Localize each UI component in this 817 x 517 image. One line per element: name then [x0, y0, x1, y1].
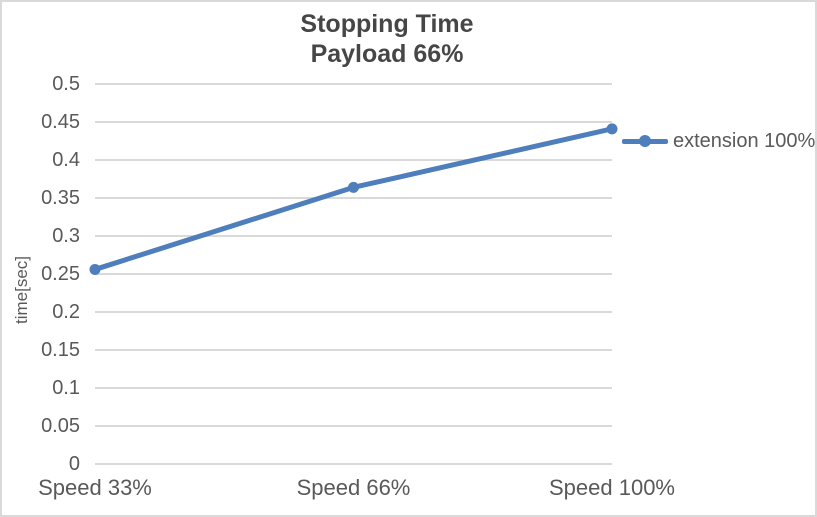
- legend: extension 100%: [622, 129, 815, 153]
- x-category-label: Speed 100%: [549, 475, 675, 500]
- y-tick-label: 0.45: [41, 111, 80, 133]
- x-category-label: Speed 33%: [38, 475, 152, 500]
- series-line: [92, 126, 615, 272]
- chart-title: Stopping Time Payload 66%: [2, 9, 772, 69]
- y-tick-label: 0: [68, 453, 80, 475]
- y-tick-label: 0.15: [41, 339, 80, 361]
- legend-label: extension 100%: [673, 129, 816, 152]
- y-tick-label: 0.5: [52, 73, 80, 95]
- plot-area: [89, 83, 618, 465]
- data-point-marker: [89, 263, 101, 275]
- x-category-label: Speed 66%: [296, 475, 411, 500]
- y-tick-label: 0.05: [41, 415, 80, 437]
- series-svg: [89, 83, 618, 465]
- data-point-marker: [606, 123, 618, 135]
- y-tick-label: 0.4: [52, 149, 80, 171]
- chart-title-line1: Stopping Time: [300, 10, 474, 38]
- y-tick-label: 0.1: [52, 377, 80, 399]
- chart-title-line2: Payload 66%: [310, 40, 464, 68]
- y-tick-label: 0.3: [52, 225, 80, 247]
- data-point-marker: [348, 181, 359, 193]
- y-tick-label: 0.2: [52, 301, 80, 323]
- legend-line-marker-icon: [622, 135, 668, 147]
- y-tick-label: 0.25: [41, 263, 80, 285]
- legend-marker-dot-icon: [639, 135, 651, 147]
- y-tick-label: 0.35: [41, 187, 80, 209]
